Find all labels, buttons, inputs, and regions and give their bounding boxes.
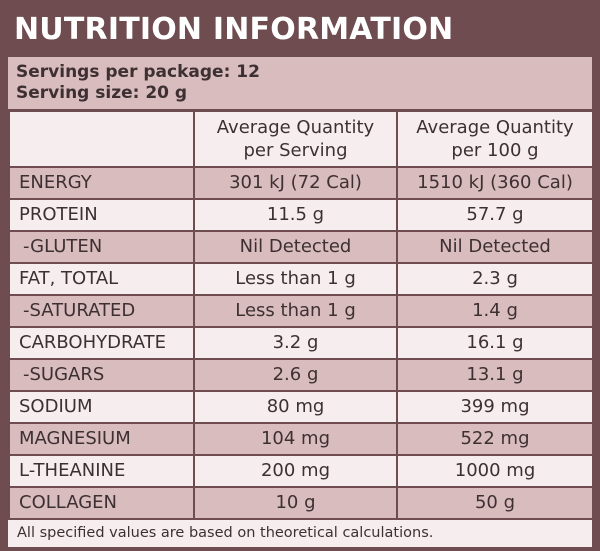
per-100g-value: Nil Detected	[396, 230, 594, 264]
nutrient-name: CARBOHYDRATE	[8, 326, 195, 360]
table-row: MAGNESIUM 104 mg 522 mg	[8, 422, 594, 456]
per-serving-value: 80 mg	[193, 390, 398, 424]
nutrient-name: FAT, TOTAL	[8, 262, 195, 296]
table-row: -SUGARS 2.6 g 13.1 g	[8, 358, 594, 392]
nutrient-name: -SUGARS	[8, 358, 195, 392]
per-100g-value: 1.4 g	[396, 294, 594, 328]
per-100g-value: 57.7 g	[396, 198, 594, 232]
header-nutrient	[8, 110, 195, 168]
per-100g-value: 16.1 g	[396, 326, 594, 360]
nutrient-name: PROTEIN	[8, 198, 195, 232]
per-serving-value: 200 mg	[193, 454, 398, 488]
per-100g-value: 1000 mg	[396, 454, 594, 488]
nutrient-name: -SATURATED	[8, 294, 195, 328]
per-serving-value: 2.6 g	[193, 358, 398, 392]
per-serving-value: Less than 1 g	[193, 294, 398, 328]
servings-per-package: Servings per package: 12	[16, 62, 260, 82]
per-100g-value: 13.1 g	[396, 358, 594, 392]
per-serving-value: 10 g	[193, 486, 398, 520]
per-100g-value: 2.3 g	[396, 262, 594, 296]
header-per-serving-line1: Average Quantity	[216, 117, 375, 138]
table-row: -SATURATED Less than 1 g 1.4 g	[8, 294, 594, 328]
per-100g-value: 399 mg	[396, 390, 594, 424]
table-row: L-THEANINE 200 mg 1000 mg	[8, 454, 594, 488]
table-row: SODIUM 80 mg 399 mg	[8, 390, 594, 424]
nutrient-name: COLLAGEN	[8, 486, 195, 520]
table-row: COLLAGEN 10 g 50 g	[8, 486, 594, 520]
nutrient-name: L-THEANINE	[8, 454, 195, 488]
header-per-100g: Average Quantity per 100 g	[396, 110, 594, 168]
nutrition-table: Average Quantity per Serving Average Qua…	[8, 110, 594, 520]
table-row: ENERGY 301 kJ (72 Cal) 1510 kJ (360 Cal)	[8, 166, 594, 200]
table-row: CARBOHYDRATE 3.2 g 16.1 g	[8, 326, 594, 360]
per-100g-value: 50 g	[396, 486, 594, 520]
table-header-row: Average Quantity per Serving Average Qua…	[8, 110, 594, 168]
nutrient-name: -GLUTEN	[8, 230, 195, 264]
per-serving-value: Nil Detected	[193, 230, 398, 264]
nutrient-name: MAGNESIUM	[8, 422, 195, 456]
per-100g-value: 522 mg	[396, 422, 594, 456]
per-100g-value: 1510 kJ (360 Cal)	[396, 166, 594, 200]
nutrient-name: ENERGY	[8, 166, 195, 200]
header-per-serving: Average Quantity per Serving	[193, 110, 398, 168]
per-serving-value: 301 kJ (72 Cal)	[193, 166, 398, 200]
table-row: FAT, TOTAL Less than 1 g 2.3 g	[8, 262, 594, 296]
per-serving-value: 11.5 g	[193, 198, 398, 232]
footnote: All specified values are based on theore…	[8, 520, 592, 547]
per-serving-value: Less than 1 g	[193, 262, 398, 296]
serving-size: Serving size: 20 g	[16, 83, 188, 103]
table-row: PROTEIN 11.5 g 57.7 g	[8, 198, 594, 232]
header-per-serving-line2: per Serving	[243, 140, 348, 161]
header-per-100g-line1: Average Quantity	[416, 117, 574, 138]
table-row: -GLUTEN Nil Detected Nil Detected	[8, 230, 594, 264]
per-serving-value: 3.2 g	[193, 326, 398, 360]
panel-title: NUTRITION INFORMATION	[14, 12, 454, 47]
per-serving-value: 104 mg	[193, 422, 398, 456]
servings-info: Servings per package: 12 Serving size: 2…	[8, 57, 592, 109]
nutrient-name: SODIUM	[8, 390, 195, 424]
header-per-100g-line2: per 100 g	[451, 140, 539, 161]
